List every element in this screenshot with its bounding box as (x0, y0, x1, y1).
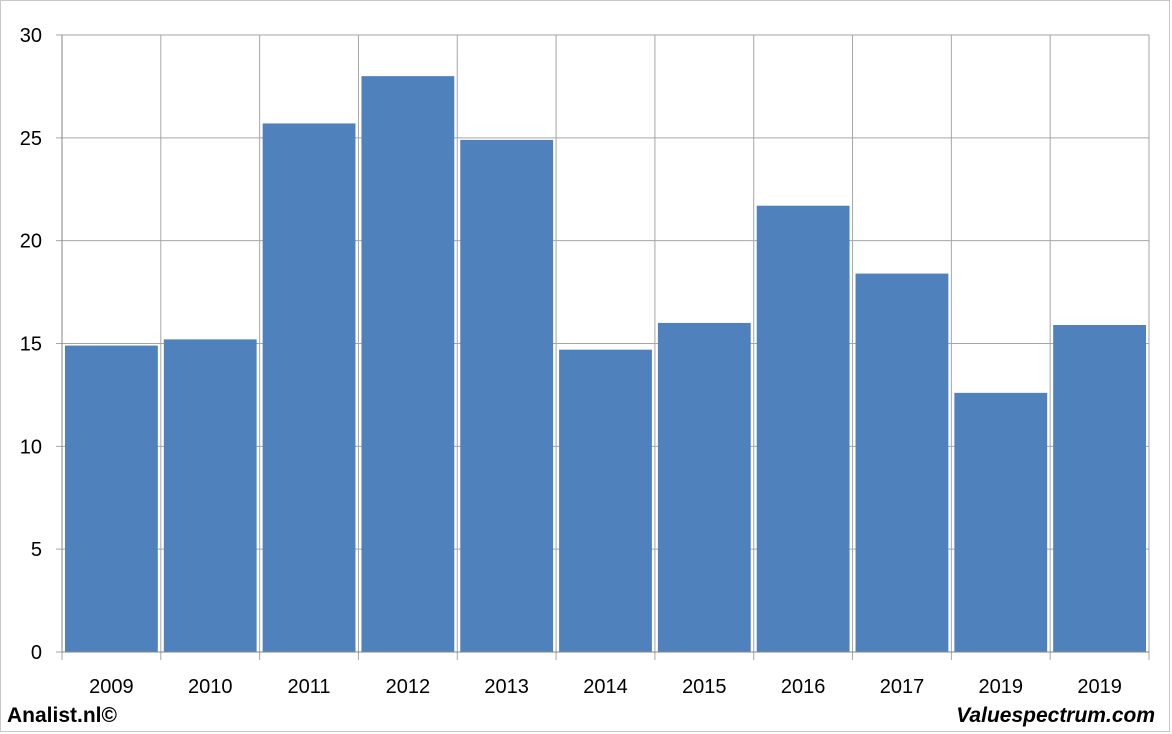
x-tick-label: 2011 (288, 676, 331, 698)
y-tick-label: 25 (20, 128, 42, 150)
x-tick-label: 2016 (781, 676, 826, 698)
tick-labels: 0 5 10 15 20 25 30 2009 2010 2011 2012 2013 2014 2015… (20, 25, 1122, 698)
x-tick-label: 2015 (682, 676, 727, 698)
x-tick-label: 2017 (880, 676, 925, 698)
bar-2013 (460, 139, 554, 652)
x-tick-label: 2019 (1077, 676, 1122, 698)
bar-2011 (262, 123, 356, 653)
bar-2019 (954, 392, 1048, 652)
x-tick-label: 2013 (484, 676, 529, 698)
bar-2014 (559, 349, 652, 652)
y-tick-label: 10 (20, 436, 42, 458)
x-tick-label: 2010 (188, 676, 233, 698)
x-tick-label: 2012 (386, 676, 431, 698)
bar-2009 (65, 345, 158, 652)
y-tick-label: 30 (20, 25, 42, 47)
grid-lines (56, 34, 1150, 660)
x-tick-label: 2014 (583, 676, 628, 698)
y-tick-label: 15 (20, 334, 42, 356)
bar-2016 (756, 205, 850, 652)
bar-2012 (361, 76, 455, 653)
x-tick-label: 2009 (89, 676, 134, 698)
bar-2015 (657, 322, 751, 652)
bars (65, 76, 1146, 653)
axes (61, 35, 1149, 653)
bar-chart: 0 5 10 15 20 25 30 2009 2010 2011 2012 2013 2014 2015… (20, 25, 1150, 698)
source-credit: Analist.nl© (7, 704, 117, 727)
bar-2010 (163, 339, 257, 652)
bar-2017 (855, 273, 949, 652)
y-tick-label: 20 (20, 231, 42, 253)
y-tick-label: 0 (31, 642, 42, 664)
y-tick-label: 5 (31, 539, 42, 561)
x-tick-label: 2019 (979, 676, 1024, 698)
bar-2019 (1053, 324, 1146, 652)
watermark-site: Valuespectrum.com (956, 704, 1155, 727)
